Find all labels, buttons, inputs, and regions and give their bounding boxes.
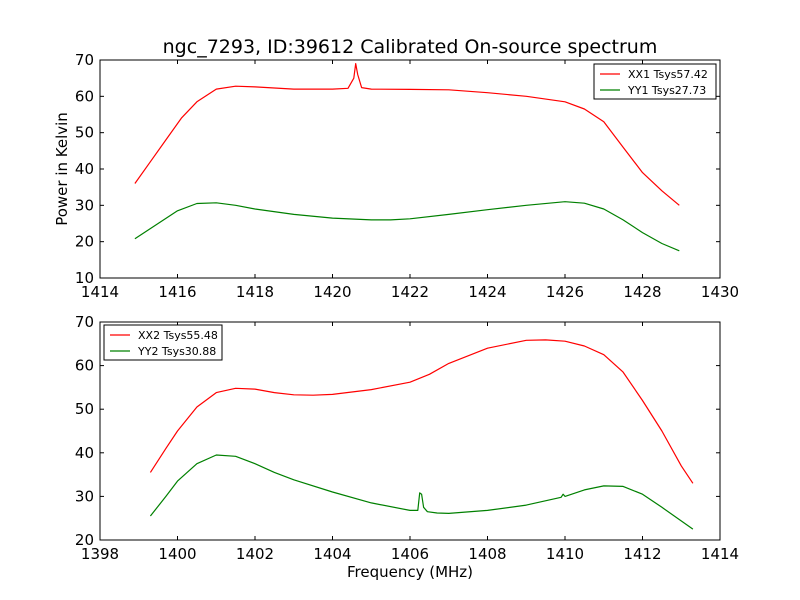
x-tick-label: 1428 bbox=[623, 283, 661, 301]
x-tick-label: 1402 bbox=[236, 545, 274, 563]
series-line-yy1 bbox=[134, 201, 680, 252]
chart-title: ngc_7293, ID:39612 Calibrated On-source … bbox=[163, 36, 658, 58]
y-tick-label: 40 bbox=[75, 160, 94, 178]
y-tick-label: 60 bbox=[75, 87, 94, 105]
legend-entry: YY2 Tsys30.88 bbox=[137, 345, 216, 358]
x-tick-label: 1424 bbox=[468, 283, 506, 301]
x-axis-label: Frequency (MHz) bbox=[347, 563, 473, 581]
y-tick-label: 50 bbox=[75, 124, 94, 142]
y-tick-label: 70 bbox=[75, 313, 94, 331]
x-tick-label: 1410 bbox=[546, 545, 584, 563]
legend-entry: XX2 Tsys55.48 bbox=[138, 329, 218, 342]
x-tick-label: 1406 bbox=[391, 545, 429, 563]
legend-entry: YY1 Tsys27.73 bbox=[627, 84, 706, 97]
y-tick-label: 50 bbox=[75, 400, 94, 418]
y-tick-label: 30 bbox=[75, 487, 94, 505]
x-tick-label: 1408 bbox=[468, 545, 506, 563]
y-tick-label: 70 bbox=[75, 51, 94, 69]
series-line-yy2 bbox=[149, 454, 694, 530]
series-line-xx2 bbox=[149, 339, 694, 484]
x-tick-label: 1404 bbox=[313, 545, 351, 563]
y-axis-label: Power in Kelvin bbox=[53, 112, 71, 226]
x-tick-label: 1416 bbox=[158, 283, 196, 301]
legend: XX2 Tsys55.48 YY2 Tsys30.88 bbox=[103, 324, 223, 361]
y-tick-label: 20 bbox=[75, 531, 94, 549]
x-tick-label: 1398 bbox=[81, 545, 119, 563]
bottom-panel: 1398 1400 1402 1404 1406 1408 1410 1412 1414 20 30… bbox=[75, 313, 739, 563]
legend-box bbox=[593, 63, 717, 100]
x-tick-label: 1420 bbox=[313, 283, 351, 301]
x-tick-label: 1426 bbox=[546, 283, 584, 301]
x-tick-label: 1422 bbox=[391, 283, 429, 301]
y-tick-label: 10 bbox=[75, 269, 94, 287]
x-tick-label: 1414 bbox=[81, 283, 119, 301]
series-line-xx1 bbox=[134, 63, 680, 206]
y-tick-label: 40 bbox=[75, 444, 94, 462]
x-tick-label: 1400 bbox=[158, 545, 196, 563]
x-tick-label: 1430 bbox=[701, 283, 739, 301]
x-tick-label: 1418 bbox=[236, 283, 274, 301]
legend-entry: XX1 Tsys57.42 bbox=[628, 68, 708, 81]
y-tick-label: 20 bbox=[75, 233, 94, 251]
legend-box bbox=[103, 324, 223, 361]
x-tick-label: 1414 bbox=[701, 545, 739, 563]
y-tick-label: 60 bbox=[75, 357, 94, 375]
x-tick-label: 1412 bbox=[623, 545, 661, 563]
top-panel: 1414 1416 1418 1420 1422 1424 1426 1428 1430 10 20… bbox=[75, 51, 739, 301]
y-tick-label: 30 bbox=[75, 196, 94, 214]
legend: XX1 Tsys57.42 YY1 Tsys27.73 bbox=[593, 63, 717, 100]
